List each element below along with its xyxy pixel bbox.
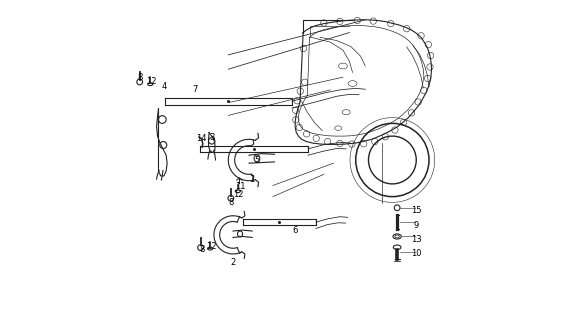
Text: 15: 15	[411, 206, 422, 215]
Text: 14: 14	[196, 134, 207, 143]
Text: 5: 5	[254, 156, 259, 164]
Text: 8: 8	[137, 73, 142, 82]
Text: 9: 9	[413, 221, 419, 230]
Text: 8: 8	[229, 197, 234, 206]
Text: 2: 2	[231, 258, 236, 267]
Text: 12: 12	[234, 189, 244, 199]
Text: 3: 3	[209, 132, 214, 141]
Text: 12: 12	[145, 77, 156, 86]
Text: 1: 1	[249, 175, 255, 184]
Text: 11: 11	[235, 182, 245, 191]
Text: 12: 12	[207, 242, 217, 251]
Text: 10: 10	[411, 250, 422, 259]
Text: 4: 4	[162, 82, 167, 91]
Text: 13: 13	[411, 235, 422, 244]
Text: 8: 8	[200, 245, 205, 254]
Text: 6: 6	[293, 226, 298, 235]
Text: 7: 7	[192, 85, 197, 94]
